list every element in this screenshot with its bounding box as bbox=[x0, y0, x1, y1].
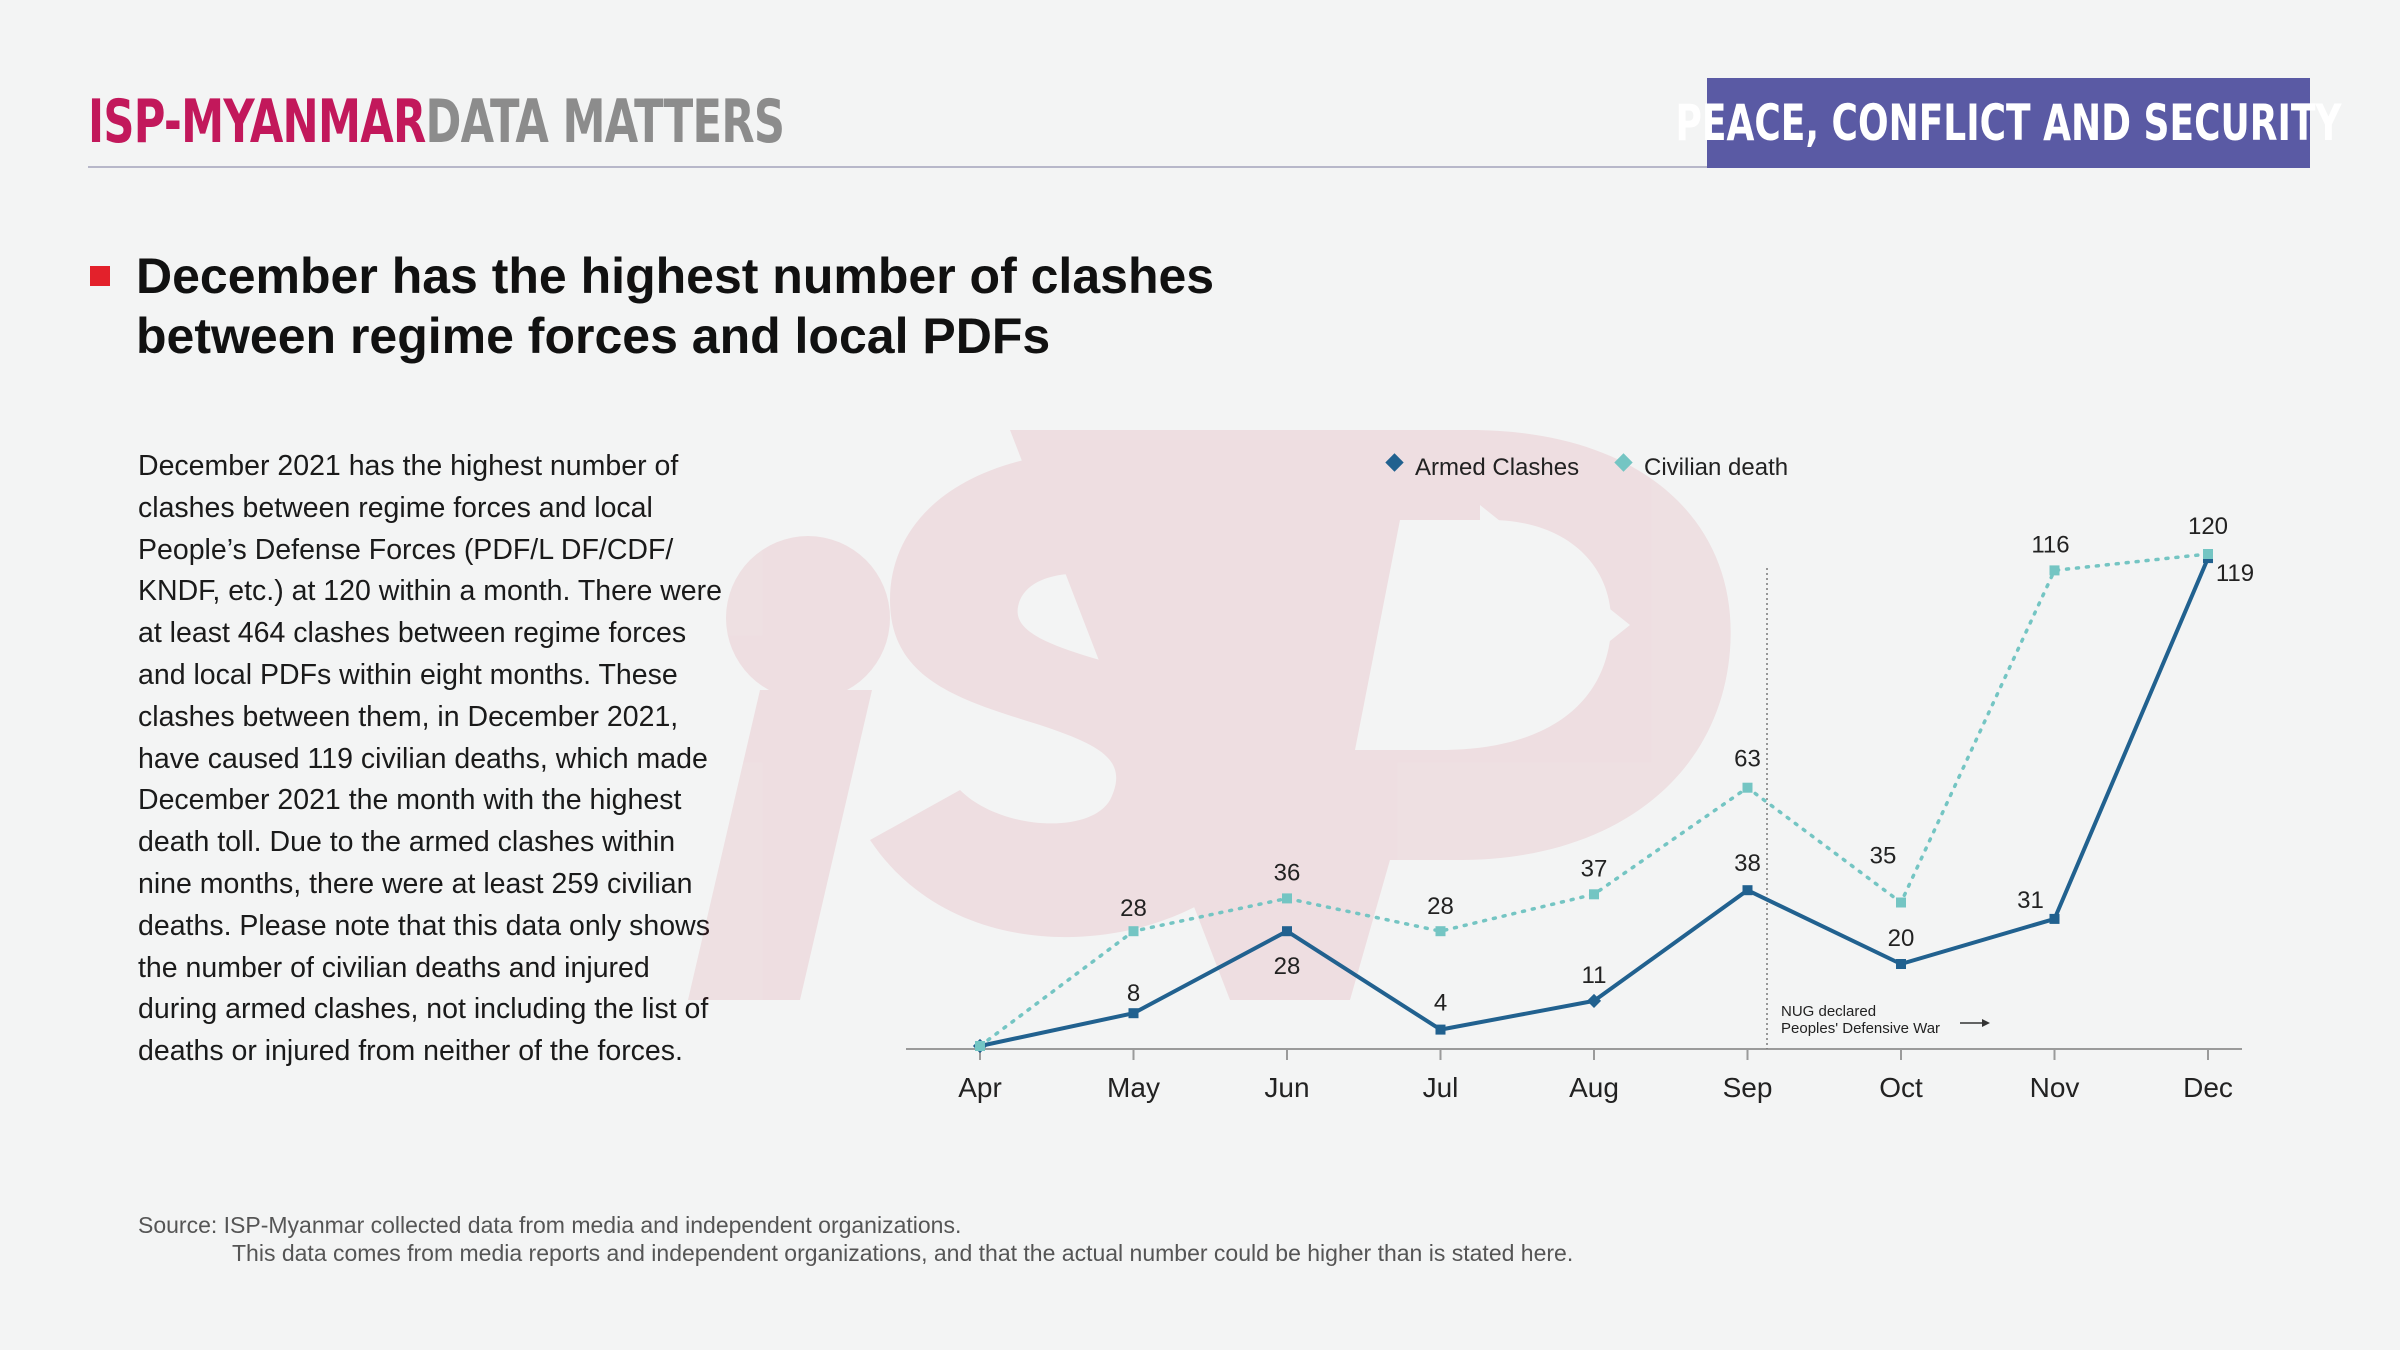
x-tick-label: Aug bbox=[1569, 1072, 1619, 1103]
legend-civilian-death-icon bbox=[1614, 453, 1633, 472]
civilian-death-data-label: 28 bbox=[1120, 895, 1147, 922]
civilian-death-data-label: 36 bbox=[1274, 859, 1301, 886]
headline-line-2: between regime forces and local PDFs bbox=[136, 308, 1051, 364]
x-tick-label: Apr bbox=[958, 1072, 1002, 1103]
civilian-death-marker bbox=[2203, 549, 2213, 559]
civilian-death-marker bbox=[975, 1041, 985, 1051]
x-tick-label: May bbox=[1107, 1072, 1160, 1103]
legend-civilian-death-label: Civilian death bbox=[1644, 454, 1788, 481]
headline-bullet-icon bbox=[90, 266, 110, 286]
body-line: clashes between regime forces and local bbox=[138, 491, 653, 524]
civilian-death-marker bbox=[1896, 897, 1906, 908]
civilian-death-data-label: 63 bbox=[1734, 746, 1761, 773]
civilian-death-marker bbox=[1742, 782, 1753, 793]
body-line: the number of civilian deaths and injure… bbox=[138, 951, 650, 984]
body-line: at least 464 clashes between regime forc… bbox=[138, 617, 687, 650]
annotation-arrow-head bbox=[1982, 1019, 1990, 1027]
civilian-death-marker bbox=[1128, 926, 1139, 937]
body-paragraph: December 2021 has the highest number of … bbox=[138, 446, 788, 1073]
headline-line-1: December has the highest number of clash… bbox=[136, 248, 1215, 304]
body-line: clashes between them, in December 2021, bbox=[138, 700, 679, 733]
armed-clashes-data-label: 31 bbox=[2017, 887, 2044, 914]
body-line: nine months, there were at least 259 civ… bbox=[138, 867, 693, 900]
civilian-death-data-label: 35 bbox=[1870, 843, 1897, 870]
isp-watermark bbox=[688, 430, 1731, 1000]
brand-logo: ISP-MYANMARDATA MATTERS bbox=[88, 92, 785, 152]
civilian-death-data-label: 37 bbox=[1581, 855, 1608, 882]
x-tick-label: Oct bbox=[1879, 1072, 1923, 1103]
civilian-death-marker bbox=[1282, 893, 1292, 904]
body-line: during armed clashes, not including the … bbox=[138, 993, 709, 1026]
civilian-death-data-label: 28 bbox=[1427, 893, 1454, 920]
armed-clashes-data-label: 38 bbox=[1734, 850, 1761, 877]
armed-clashes-marker bbox=[1128, 1008, 1139, 1019]
civilian-death-data-label: 120 bbox=[2188, 513, 2228, 540]
x-tick-label: Jul bbox=[1423, 1072, 1459, 1103]
armed-clashes-data-label: 119 bbox=[2216, 560, 2254, 587]
annotation-text-line-2: Peoples' Defensive War bbox=[1781, 1020, 1940, 1037]
source-disclaimer: This data comes from media reports and i… bbox=[232, 1240, 1574, 1266]
civilian-death-marker bbox=[1589, 889, 1599, 900]
source-note: Source: ISP-Myanmar collected data from … bbox=[138, 1212, 962, 1238]
armed-clashes-marker bbox=[1586, 993, 1602, 1008]
headline: December has the highest number of clash… bbox=[136, 246, 1336, 366]
armed-clashes-marker bbox=[2049, 913, 2060, 924]
armed-clashes-data-label: 11 bbox=[1582, 962, 1607, 989]
x-tick-label: Nov bbox=[2030, 1072, 2080, 1103]
armed-clashes-marker bbox=[1435, 1024, 1446, 1035]
brand-name: ISP-MYANMAR bbox=[88, 87, 426, 157]
body-line: KNDF, etc.) at 120 within a month. There… bbox=[138, 575, 722, 608]
armed-clashes-data-label: 28 bbox=[1274, 953, 1301, 980]
civilian-death-data-label: 116 bbox=[2031, 531, 2069, 558]
legend-armed-clashes-icon bbox=[1385, 453, 1404, 472]
brand-tagline: DATA MATTERS bbox=[425, 87, 785, 157]
x-tick-label: Jun bbox=[1264, 1072, 1309, 1103]
armed-clashes-data-label: 4 bbox=[1434, 990, 1447, 1017]
body-line: death toll. Due to the armed clashes wit… bbox=[138, 826, 676, 859]
x-tick-label: Sep bbox=[1723, 1072, 1773, 1103]
body-line: People’s Defense Forces (PDF/L DF/CDF/ bbox=[138, 533, 674, 566]
armed-clashes-data-label: 20 bbox=[1888, 925, 1915, 952]
body-line: have caused 119 civilian deaths, which m… bbox=[138, 742, 708, 775]
civilian-death-marker bbox=[1435, 926, 1446, 937]
x-tick-label: Dec bbox=[2183, 1072, 2233, 1103]
annotation-text-line-1: NUG declared bbox=[1781, 1003, 1876, 1020]
body-line: deaths. Please note that this data only … bbox=[138, 909, 710, 942]
armed-clashes-marker bbox=[1282, 926, 1292, 937]
armed-clashes-marker bbox=[1896, 959, 1906, 969]
armed-clashes-marker bbox=[1742, 885, 1753, 896]
body-line: and local PDFs within eight months. Thes… bbox=[138, 658, 678, 691]
header-divider bbox=[88, 166, 1708, 168]
armed-clashes-data-label: 8 bbox=[1127, 980, 1140, 1007]
body-line: December 2021 the month with the highest bbox=[138, 784, 682, 817]
body-line: deaths or injured from neither of the fo… bbox=[138, 1035, 683, 1068]
category-badge: PEACE, CONFLICT AND SECURITY bbox=[1676, 78, 2341, 168]
body-line: December 2021 has the highest number of bbox=[138, 450, 679, 482]
legend-armed-clashes-label: Armed Clashes bbox=[1415, 454, 1579, 481]
category-label: PEACE, CONFLICT AND SECURITY bbox=[1675, 94, 2342, 152]
civilian-death-marker bbox=[2049, 565, 2060, 576]
